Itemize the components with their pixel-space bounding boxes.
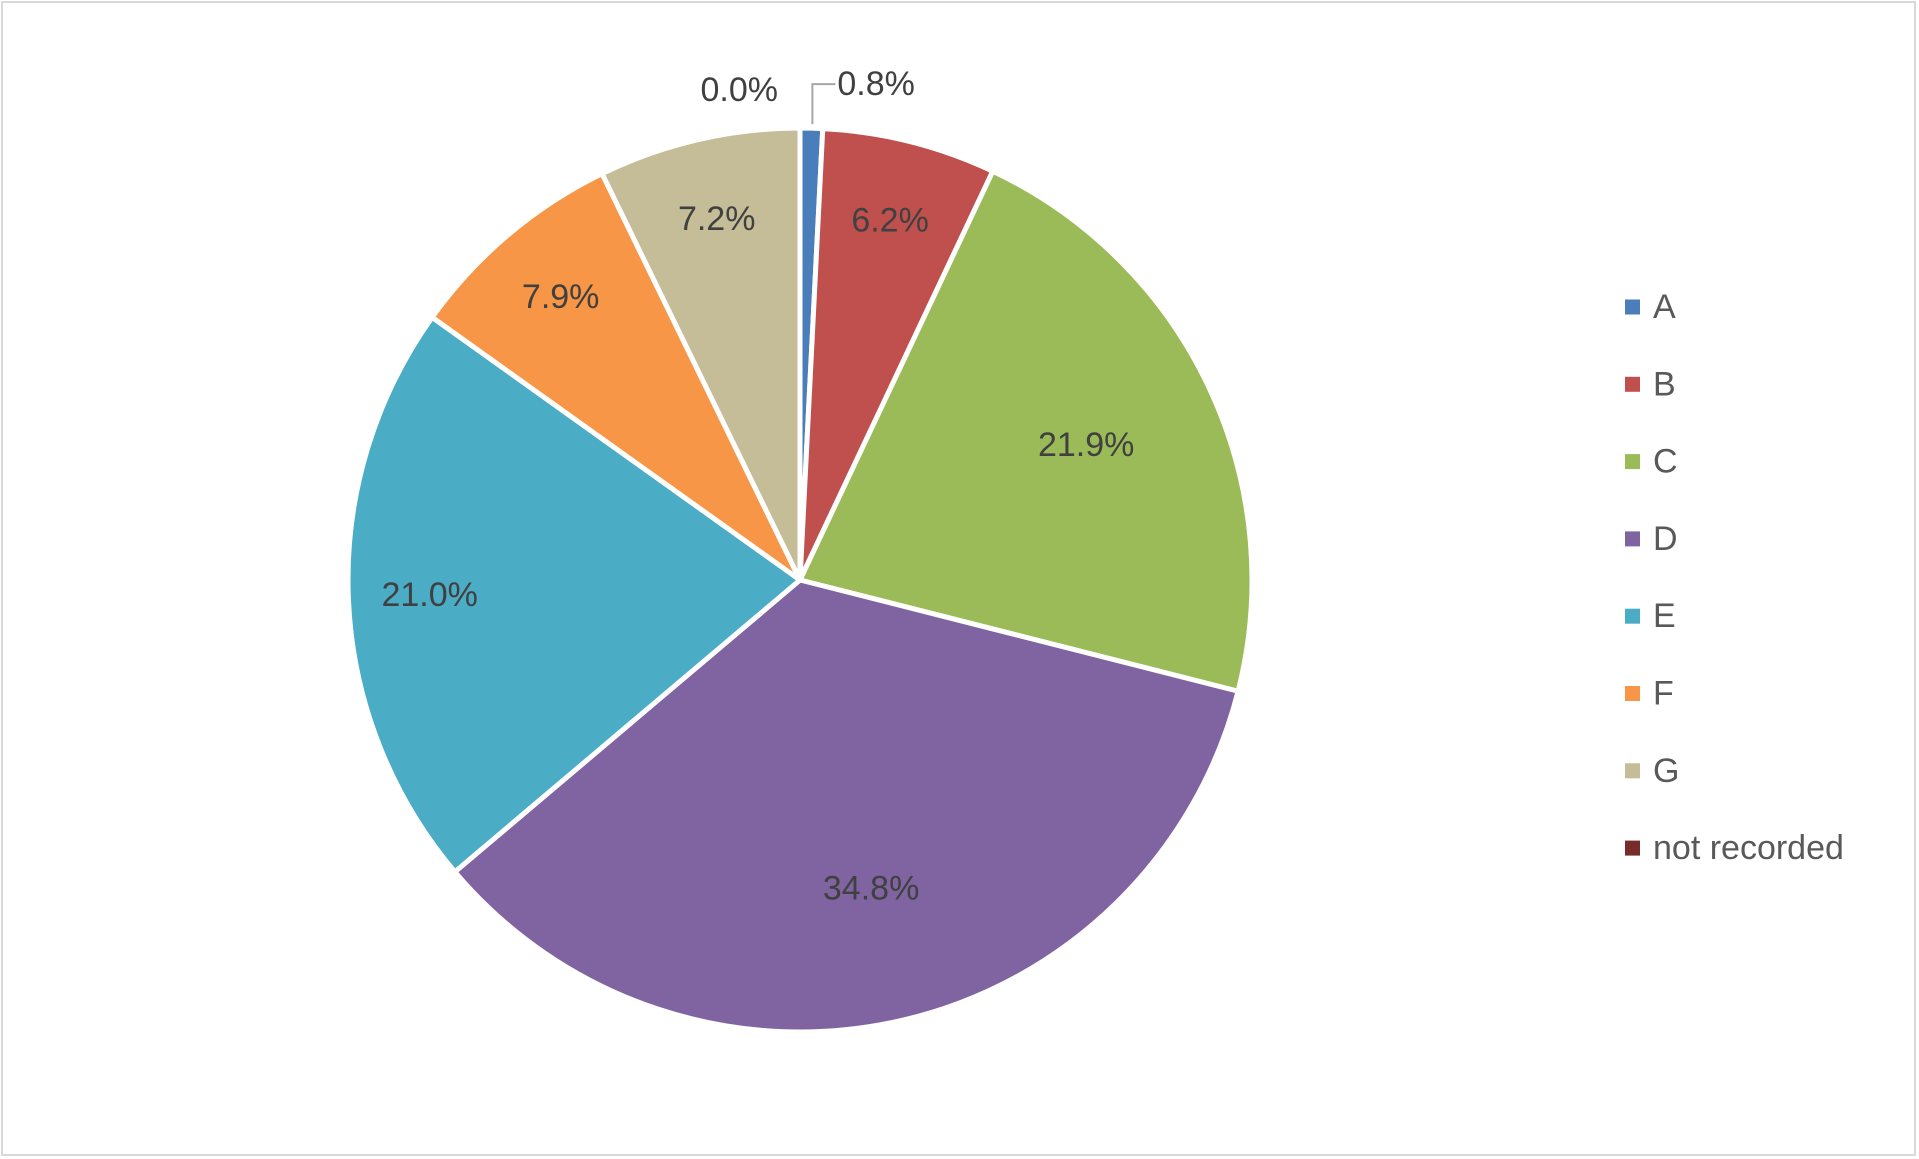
legend-label-e: E (1653, 597, 1676, 635)
legend-swatch-c (1625, 454, 1640, 470)
data-labels: 0.8% 6.2% 21.9% 34.8% 21.0% 7.9% 7.2% 0.0% (381, 65, 1134, 907)
data-label-b: 6.2% (851, 201, 929, 239)
data-label-f: 7.9% (522, 278, 600, 316)
pie-slice-f (429, 171, 803, 583)
data-label-not-recorded: 0.0% (701, 71, 779, 109)
pie-slice-b (797, 126, 996, 583)
data-label-g: 7.2% (678, 200, 756, 238)
data-label-c: 21.9% (1038, 426, 1134, 464)
legend-label-d: D (1653, 520, 1678, 558)
data-label-a: 0.8% (837, 65, 915, 103)
leader-lines (811, 83, 836, 125)
data-label-d: 34.8% (823, 869, 919, 907)
pie-slice-c (797, 168, 1255, 694)
leader-line-a (811, 83, 836, 125)
pie-slice-d (452, 577, 1241, 1035)
pie-slice-g (599, 125, 803, 583)
legend-swatch-e (1625, 608, 1640, 624)
legend-label-c: C (1653, 443, 1678, 481)
legend-label-b: B (1653, 365, 1676, 403)
legend-swatch-not-recorded (1625, 840, 1640, 856)
legend-label-a: A (1653, 288, 1676, 326)
pie-slices (345, 125, 1255, 1035)
legend-swatch-a (1625, 299, 1640, 315)
legend-label-not-recorded: not recorded (1653, 829, 1844, 867)
legend-swatch-d (1625, 531, 1640, 547)
legend-swatch-b (1625, 376, 1640, 392)
legend-label-g: G (1653, 752, 1679, 790)
data-label-e: 21.0% (381, 576, 477, 614)
legend-label-f: F (1653, 675, 1674, 713)
pie-slice-e (345, 314, 803, 875)
legend-swatch-g (1625, 763, 1640, 779)
legend-swatch-f (1625, 686, 1640, 701)
